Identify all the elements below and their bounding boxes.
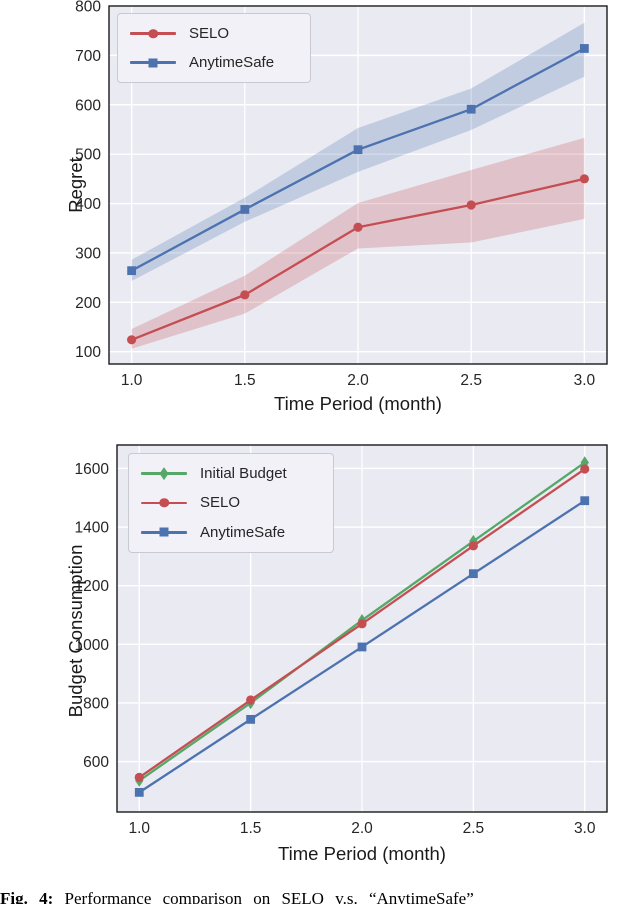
series-marker-square [246,714,256,724]
legend-item-anytimesafe: AnytimeSafe [130,52,298,73]
diamond-marker-icon [159,467,169,481]
series-marker-square [468,569,478,579]
series-marker-square [579,44,589,53]
x-tick-label: 3.0 [574,372,596,389]
regret-figure: 100 200 300 400 500 600 700 800 1.0 1.5 2.0 2.5 3.0 … [0,0,640,415]
legend-line-sample [141,527,187,537]
legend-line-sample [130,28,176,39]
regret-x-axis-label: Time Period (month) [274,393,442,414]
budget-consumption-figure: 600 800 1000 1200 1400 1600 1.0 1.5 2.0 2.5 3.0 Bu… [0,437,640,867]
legend-label: AnytimeSafe [189,54,275,71]
x-tick-label: 1.5 [240,820,262,837]
y-tick-label: 1000 [75,637,110,654]
regret-chart-svg: 100 200 300 400 500 600 700 800 1.0 1.5 2.0 2.5 3.0 [75,0,608,389]
y-tick-label: 1200 [75,578,110,595]
x-tick-label: 1.5 [234,372,256,389]
x-tick-label: 2.0 [351,820,373,837]
y-tick-label: 500 [75,147,101,164]
y-tick-label: 200 [75,295,101,312]
legend-label: Initial Budget [200,465,287,483]
x-tick-label: 3.0 [574,820,596,837]
legend-line-sample [130,58,176,67]
series-marker-circle [580,464,590,474]
square-marker-icon [159,527,169,537]
legend-item-anytimesafe: AnytimeSafe [141,522,321,543]
regret-legend: SELO AnytimeSafe [117,13,311,83]
caption-text: Performance comparison on SELO v.s. “Any… [64,889,474,904]
y-tick-label: 1600 [75,461,110,478]
series-marker-circle [246,695,256,705]
y-tick-label: 300 [75,245,101,262]
series-marker-circle [240,290,250,300]
y-tick-label: 400 [75,196,101,213]
series-marker-circle [579,174,589,184]
x-tick-label: 1.0 [121,372,143,389]
figure-caption: Fig. 4: Performance comparison on SELO v… [0,888,640,904]
x-tick-label: 2.5 [463,820,485,837]
series-marker-circle [353,222,363,232]
series-marker-square [134,787,144,797]
square-marker-icon [148,58,158,67]
series-marker-square [127,266,137,276]
series-marker-circle [466,200,476,210]
budget-x-axis-label: Time Period (month) [278,843,446,864]
y-tick-label: 600 [83,754,109,771]
circle-marker-icon [148,28,158,39]
caption-label: Fig. 4: [0,889,54,904]
y-tick-label: 800 [83,695,109,712]
x-tick-label: 1.0 [128,820,150,837]
budget-y-axis-label: Budget Consumption [65,544,86,718]
legend-item-selo: SELO [141,492,321,513]
y-tick-label: 100 [75,344,101,361]
legend-label: SELO [200,494,241,512]
plot-frame [108,5,608,365]
series-marker-square [240,205,250,214]
x-tick-label: 2.5 [460,372,482,389]
series-marker-circle [127,335,137,345]
legend-line-sample [141,498,187,508]
legend-item-initial-budget: Initial Budget [141,463,321,484]
y-tick-label: 700 [75,48,101,65]
series-marker-square [353,145,363,155]
circle-marker-icon [159,498,169,508]
series-marker-circle [468,541,478,551]
legend-label: SELO [189,25,230,42]
series-marker-circle [134,772,144,783]
legend-line-sample [141,467,187,481]
series-marker-circle [357,619,367,629]
legend-label: AnytimeSafe [200,523,286,541]
regret-y-axis-label: Regret [65,157,86,213]
series-marker-square [357,642,367,652]
budget-legend: Initial Budget SELO AnytimeSafe [128,453,334,553]
y-tick-label: 600 [75,97,101,114]
legend-item-selo: SELO [130,23,298,44]
series-marker-square [580,496,590,506]
plot-frame [116,444,608,813]
y-tick-label: 800 [75,0,101,16]
y-tick-label: 1400 [75,520,110,537]
series-marker-square [466,104,476,114]
x-tick-label: 2.0 [347,372,369,389]
